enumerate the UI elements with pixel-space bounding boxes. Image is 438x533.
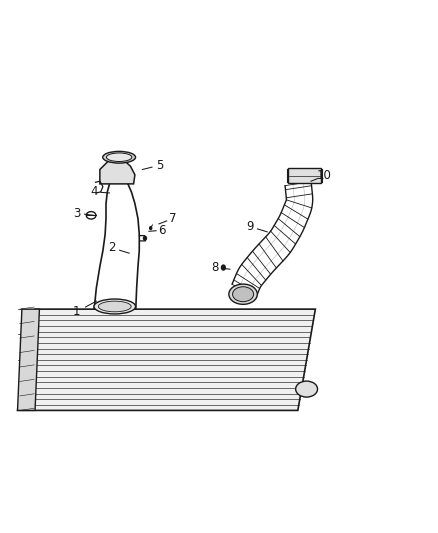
Text: 2: 2 bbox=[108, 241, 116, 254]
Ellipse shape bbox=[98, 301, 131, 312]
Ellipse shape bbox=[106, 153, 132, 161]
Text: 3: 3 bbox=[73, 207, 80, 220]
FancyBboxPatch shape bbox=[288, 168, 321, 183]
Circle shape bbox=[143, 236, 147, 241]
Text: 1: 1 bbox=[73, 305, 81, 318]
Ellipse shape bbox=[94, 299, 136, 314]
Circle shape bbox=[149, 226, 152, 230]
Text: 4: 4 bbox=[90, 185, 98, 198]
Ellipse shape bbox=[102, 151, 136, 163]
Text: 7: 7 bbox=[169, 212, 177, 225]
Polygon shape bbox=[18, 309, 315, 410]
Text: 8: 8 bbox=[211, 261, 218, 274]
Ellipse shape bbox=[233, 287, 254, 302]
Circle shape bbox=[221, 264, 226, 271]
Polygon shape bbox=[100, 160, 135, 184]
Ellipse shape bbox=[229, 284, 258, 304]
Polygon shape bbox=[18, 309, 39, 410]
Text: 6: 6 bbox=[158, 224, 166, 237]
Text: 10: 10 bbox=[317, 169, 332, 182]
Text: 5: 5 bbox=[156, 159, 163, 172]
Ellipse shape bbox=[296, 381, 318, 397]
Text: 9: 9 bbox=[246, 220, 254, 233]
